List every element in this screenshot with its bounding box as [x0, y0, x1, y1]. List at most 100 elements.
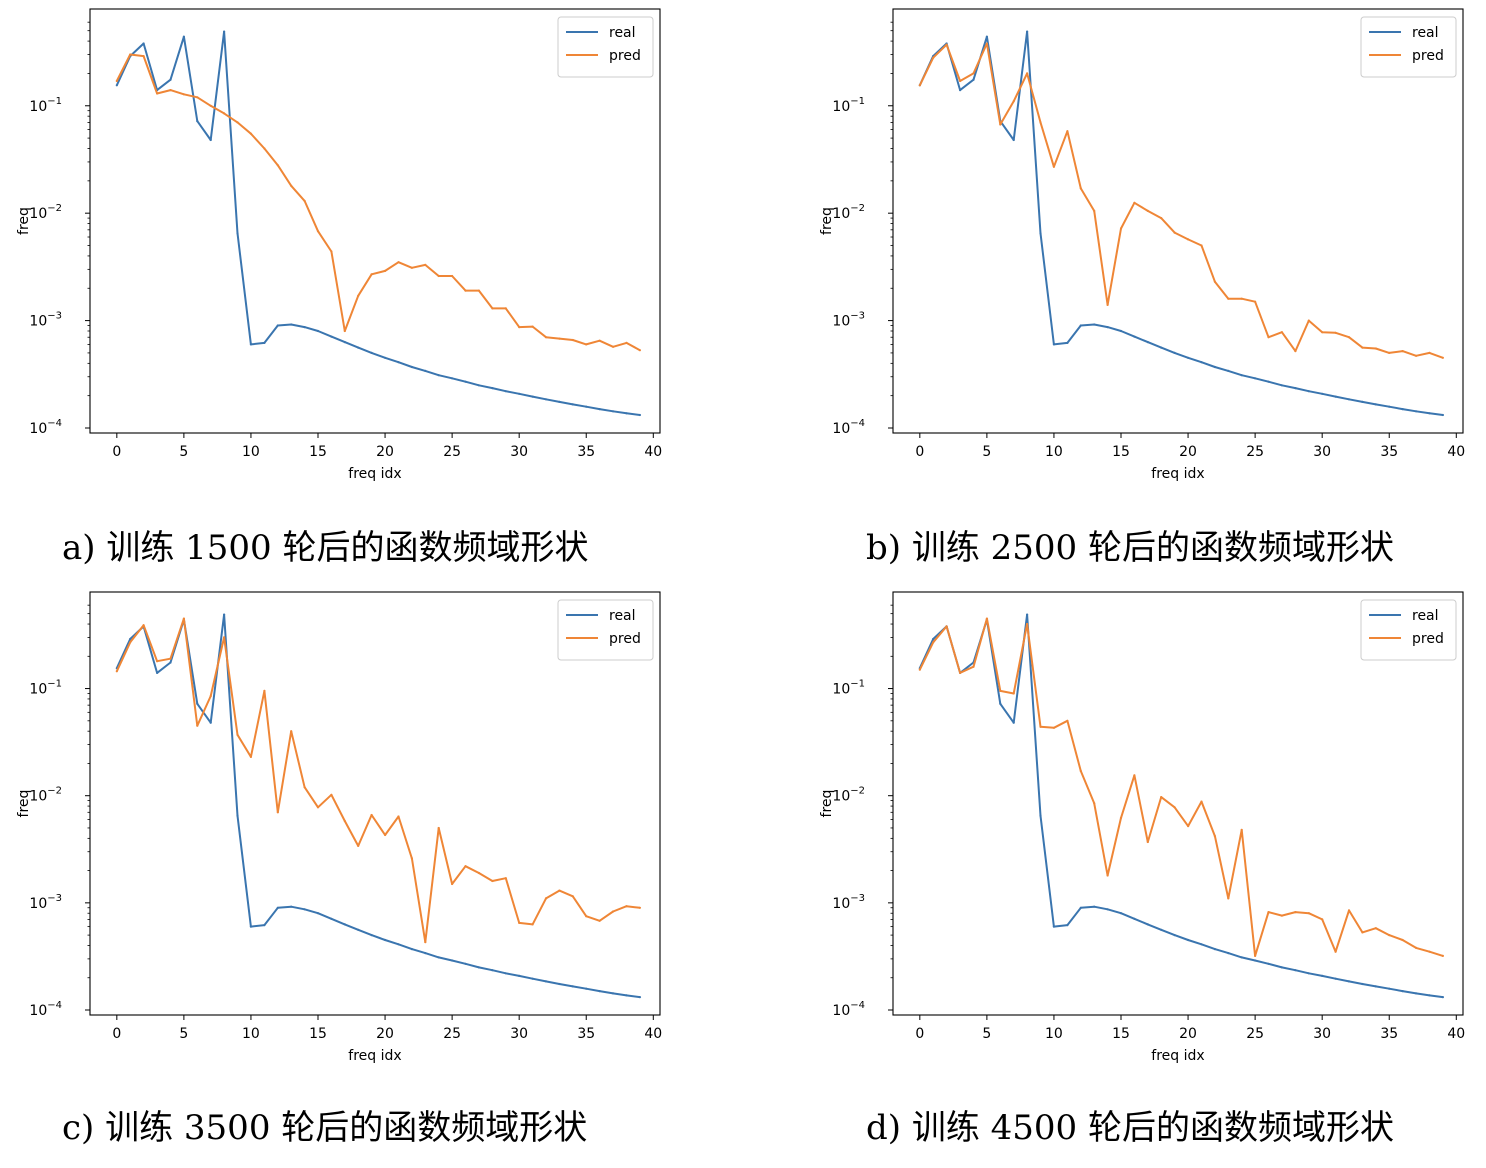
chart-c: 10−4 10−3 10−2 10−1 0 5 10 15 20 25 30 35 40 freq idx… [16, 591, 662, 1064]
legend: real pred [557, 599, 654, 661]
data-point-real [1052, 343, 1055, 346]
data-point-pred [169, 89, 172, 92]
data-point-real [518, 392, 521, 395]
data-point-pred [585, 343, 588, 346]
data-point-pred [1133, 774, 1136, 777]
y-tick-label: 10−1 [29, 96, 62, 115]
data-point-pred [558, 337, 561, 340]
data-point-real [1106, 908, 1109, 911]
data-point-pred [638, 349, 642, 352]
x-tick-label: 15 [309, 444, 327, 460]
data-point-pred [276, 164, 279, 167]
data-point-real [1361, 400, 1364, 403]
data-point-pred [1187, 825, 1190, 828]
data-point-real [1012, 721, 1015, 724]
data-point-real [357, 928, 360, 931]
x-tick-label: 25 [443, 444, 461, 460]
chart-a: 10−4 10−3 10−2 10−1 0 5 10 15 20 25 30 35 40 freq idx… [16, 8, 662, 482]
data-point-pred [397, 815, 400, 818]
data-point-pred [1280, 914, 1283, 917]
data-point-pred [343, 819, 346, 823]
data-point-real [1012, 138, 1015, 142]
data-point-pred [1227, 297, 1230, 300]
data-point-real [1240, 956, 1243, 959]
data-point-pred [464, 865, 467, 868]
data-point-pred [437, 274, 440, 278]
data-point-pred [142, 624, 145, 627]
data-point-pred [1160, 217, 1163, 220]
data-point-real [585, 987, 588, 990]
data-point-real [1428, 412, 1431, 415]
x-tick-label: 35 [577, 1026, 595, 1042]
data-point-real [1093, 323, 1096, 326]
data-point-real [1428, 994, 1431, 997]
data-point-pred [918, 668, 921, 671]
data-point-pred [972, 665, 975, 668]
data-point-real [1213, 365, 1216, 369]
data-point-pred [1401, 350, 1404, 353]
data-point-real [1119, 912, 1123, 915]
y-tick-label: 10−1 [832, 679, 865, 698]
series-line-pred [918, 42, 1444, 359]
data-point-pred [1200, 800, 1203, 803]
data-point-pred [1106, 303, 1109, 306]
data-point-real [612, 992, 615, 995]
data-point-real [1187, 356, 1190, 359]
x-tick-label: 30 [1313, 444, 1331, 460]
data-point-pred [410, 857, 413, 860]
data-point-pred [156, 92, 159, 95]
data-point-real [437, 956, 440, 959]
data-point-real [384, 356, 387, 359]
series-line-pred [115, 617, 641, 944]
data-point-real [1079, 906, 1082, 909]
data-point-real [223, 613, 226, 616]
data-point-pred [1052, 726, 1055, 729]
x-axis-label: freq idx [348, 466, 401, 482]
x-axis-label: freq idx [348, 1048, 401, 1064]
data-point-real [1133, 917, 1136, 920]
legend-box [557, 599, 654, 661]
legend-label-pred: pred [609, 631, 641, 647]
data-point-pred [1173, 231, 1176, 234]
y-axis-label: freq [16, 790, 32, 818]
data-point-real [437, 374, 440, 377]
data-point-pred [1254, 300, 1257, 303]
y-tick-label: 10−2 [29, 786, 62, 805]
data-point-pred [1066, 130, 1069, 133]
data-point-real [263, 924, 266, 927]
data-point-real [544, 398, 548, 401]
data-point-pred [1441, 356, 1444, 359]
data-point-pred [424, 941, 427, 944]
data-point-pred [531, 325, 534, 328]
data-point-real [598, 408, 601, 411]
data-point-pred [1280, 331, 1283, 334]
data-point-pred [918, 84, 921, 87]
data-point-pred [196, 96, 199, 99]
data-point-pred [236, 121, 239, 124]
data-point-real [1160, 928, 1163, 931]
data-point-pred [1374, 347, 1377, 350]
data-point-real [638, 996, 642, 999]
data-point-real [1106, 326, 1109, 329]
data-point-pred [357, 844, 360, 848]
data-point-real [330, 917, 333, 920]
data-point-real [276, 324, 279, 327]
x-tick-label: 20 [1179, 444, 1197, 460]
data-point-real [544, 980, 548, 983]
data-point-pred [504, 307, 507, 310]
data-point-pred [236, 733, 239, 736]
data-point-real [1200, 361, 1203, 364]
data-point-real [1119, 329, 1123, 333]
y-tick-label: 10−2 [29, 203, 62, 222]
data-point-pred [1227, 897, 1230, 900]
y-axis-label: freq [819, 207, 835, 235]
legend-label-real: real [609, 25, 636, 41]
data-point-pred [209, 104, 212, 107]
data-point-real [491, 969, 494, 972]
data-point-real [972, 78, 975, 81]
data-point-pred [1294, 911, 1297, 914]
legend-box [1360, 16, 1457, 78]
data-point-real [531, 977, 534, 980]
data-point-pred [1441, 954, 1444, 958]
plot-frame [892, 591, 1464, 1016]
